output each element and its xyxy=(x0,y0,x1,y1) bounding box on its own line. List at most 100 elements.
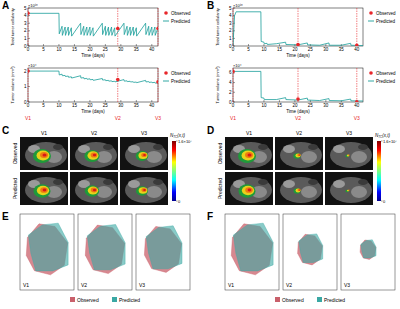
row-label: Predicted xyxy=(217,178,223,199)
visit-line xyxy=(117,68,118,102)
y-tick-label: 1 xyxy=(229,36,232,41)
tumor-map xyxy=(349,189,351,191)
x-tick-label: 5 xyxy=(42,103,45,108)
visit-line xyxy=(356,68,357,102)
y-axis-label: Total tumor cellularity xyxy=(10,8,15,46)
anatomy xyxy=(25,177,67,203)
tumor-map xyxy=(141,188,146,192)
x-tick xyxy=(43,100,44,102)
column-label: V1 xyxy=(246,130,252,136)
tumor-map xyxy=(248,154,252,157)
mri-image xyxy=(20,137,68,170)
observed-point xyxy=(28,69,30,73)
render-box xyxy=(136,214,190,290)
x-tick-label: 35 xyxy=(134,47,140,52)
x-tick xyxy=(325,44,326,46)
legend-marker xyxy=(164,11,168,15)
column-label: V1 xyxy=(23,282,29,288)
legend-label: Predicted xyxy=(171,79,191,84)
x-axis-label: Time (days) xyxy=(286,109,310,114)
tumor-map xyxy=(347,155,349,157)
tumor-map xyxy=(33,184,50,197)
x-tick-label: 0 xyxy=(232,103,235,108)
colorbar-label: NTC(x,t) xyxy=(375,133,390,139)
x-axis-label: Time (days) xyxy=(286,53,310,58)
x-tick-label: 20 xyxy=(292,103,298,108)
figure: A 0 1 2 3 4 5 0 5 10 15 20 25 30 35 40 Time (days) Total … xyxy=(0,0,400,309)
panel-label: A xyxy=(2,0,9,11)
y-tick-label: 2 xyxy=(24,28,27,33)
panel-label: C xyxy=(2,125,9,136)
mri-image xyxy=(120,137,168,170)
y-tick-label: 4 xyxy=(229,80,232,85)
x-tick-label: 25 xyxy=(103,47,109,52)
legend-label: Predicted xyxy=(376,79,396,84)
observed-point xyxy=(296,97,300,101)
colorbar-tick-label: 1.6×10⁷ xyxy=(178,139,192,144)
anatomy xyxy=(330,177,372,203)
mri-image xyxy=(325,172,373,205)
y-tick-label: 3 xyxy=(229,21,232,26)
legend-marker xyxy=(163,81,169,82)
tumor-map xyxy=(84,150,99,162)
mri-image xyxy=(325,137,373,170)
legend-label: Observed xyxy=(171,11,191,16)
mri-image xyxy=(225,137,273,170)
row-label: Observed xyxy=(12,142,18,164)
x-tick-label: 10 xyxy=(261,47,267,52)
x-tick-label: 0 xyxy=(27,47,30,52)
anatomy xyxy=(358,179,368,185)
x-tick-label: 30 xyxy=(118,47,124,52)
legend-label: Predicted xyxy=(171,19,191,24)
render-box xyxy=(341,214,395,290)
x-tick-label: 15 xyxy=(277,47,283,52)
subplot: A0123450510152025303540Time (days)Total … xyxy=(2,0,191,58)
tumor-map xyxy=(295,154,300,158)
anatomy xyxy=(283,145,295,153)
anatomy xyxy=(280,142,322,168)
anatomy xyxy=(351,186,367,198)
plot-frame xyxy=(233,68,363,102)
tumor-map xyxy=(138,152,147,159)
tumor-surface xyxy=(298,234,323,265)
column-label: V2 xyxy=(296,130,302,136)
series-line xyxy=(28,71,158,83)
x-tick xyxy=(136,44,137,46)
visit-line xyxy=(298,8,299,46)
observed-point xyxy=(296,43,300,46)
column-label: V3 xyxy=(344,282,350,288)
y-tick-label: 2 xyxy=(24,69,27,74)
x-tick-label: 30 xyxy=(118,103,124,108)
legend-label: Observed xyxy=(376,71,396,76)
series-line xyxy=(233,71,363,101)
x-tick xyxy=(89,100,90,102)
colorbar-label-part: (x,t) xyxy=(177,133,185,138)
observed-point xyxy=(28,12,30,16)
x-tick-label: 15 xyxy=(277,103,283,108)
render-box xyxy=(283,214,337,290)
tumor-map xyxy=(136,151,149,161)
x-tick-label: 25 xyxy=(103,103,109,108)
legend-label: Predicted xyxy=(324,297,345,303)
anatomy xyxy=(103,179,113,185)
y-tick-label: 1 xyxy=(24,84,27,89)
mri-image xyxy=(70,172,118,205)
observed-point xyxy=(355,100,359,102)
x-tick-label: 10 xyxy=(261,103,267,108)
anatomy xyxy=(280,177,322,203)
legend-marker xyxy=(70,297,75,302)
anatomy xyxy=(308,179,318,185)
y-tick-label: 5 xyxy=(24,6,27,11)
tumor-surface xyxy=(299,234,323,263)
tumor-map xyxy=(297,189,300,191)
render-panel: EV1V2V3ObservedPredicted xyxy=(2,211,190,303)
tumor-surface xyxy=(28,223,68,271)
x-tick-label: 10 xyxy=(56,47,62,52)
anatomy xyxy=(283,180,295,188)
x-tick-label: 40 xyxy=(149,103,155,108)
y-tick-label: 2 xyxy=(229,28,232,33)
tumor-map xyxy=(37,151,50,161)
column-label: V3 xyxy=(139,282,145,288)
anatomy xyxy=(25,142,67,168)
x-tick-label: 40 xyxy=(149,47,155,52)
